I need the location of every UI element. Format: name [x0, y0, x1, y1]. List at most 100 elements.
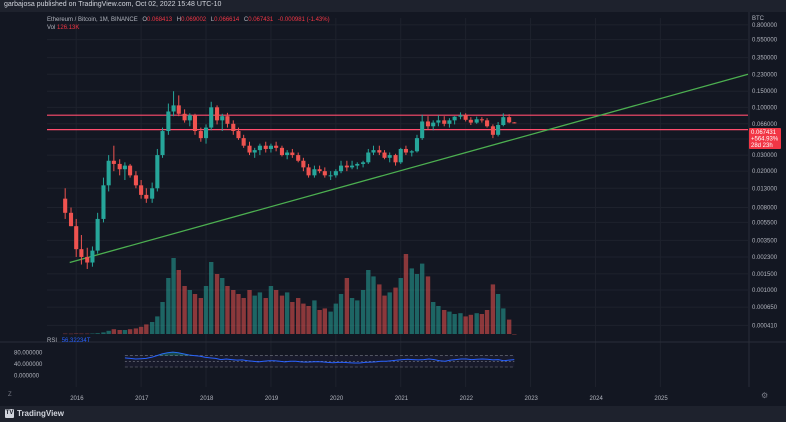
volume-bar	[127, 329, 133, 334]
candle-body	[150, 188, 155, 199]
candle-body	[117, 163, 122, 170]
time-tick-label: 2019	[265, 396, 279, 402]
high-value: 0.069002	[181, 17, 207, 23]
last-price-badge: 0.067431 +564.93% 28d 23h	[749, 128, 781, 149]
currency-label: BTC	[752, 16, 765, 22]
volume-bar	[436, 306, 441, 334]
candle-body	[338, 165, 344, 172]
candle-body	[479, 119, 484, 121]
volume-bar	[62, 333, 68, 335]
candle-body	[220, 116, 225, 121]
volume-bar	[144, 324, 149, 334]
volume-bar	[252, 295, 257, 334]
volume-bar	[431, 302, 436, 334]
candle-body	[257, 145, 262, 151]
candle-body	[198, 131, 203, 139]
candle-body	[442, 120, 447, 124]
candle-body	[501, 117, 506, 126]
time-axis[interactable]: 2016 2017 2018 2019 2020 2021 2022 2023 2024 2025	[70, 396, 668, 402]
volume-bar	[393, 287, 398, 334]
candle-body	[192, 115, 198, 132]
candle-body	[382, 152, 387, 158]
volume-bar	[182, 286, 187, 334]
candle-body	[420, 121, 425, 139]
volume-bar	[338, 294, 344, 334]
candle-body	[344, 165, 349, 168]
volume-bar	[111, 329, 117, 334]
time-tick-label: 2017	[135, 396, 149, 402]
candle-body	[350, 165, 355, 168]
volume-bar	[95, 333, 100, 334]
volume-bar	[236, 294, 241, 334]
low-label: L	[210, 17, 215, 23]
volume-bar	[398, 278, 403, 334]
candle-body	[187, 115, 192, 121]
volume-bar	[322, 308, 327, 334]
volume-bar	[166, 278, 171, 334]
candle-body	[496, 125, 501, 135]
price-tick-label: 0.066000	[752, 122, 778, 128]
volume-bar	[458, 313, 463, 334]
low-value: 0.066614	[214, 17, 240, 23]
zoom-button[interactable]: Z	[8, 392, 12, 398]
tradingview-logo[interactable]: TV TradingView	[5, 409, 64, 419]
candle-body	[182, 113, 187, 121]
price-tick-label: 0.000650	[752, 305, 778, 311]
volume-bar	[187, 290, 192, 334]
volume-label: Vol	[47, 25, 56, 31]
volume-bar	[85, 333, 90, 335]
volume-bar	[447, 311, 452, 334]
volume-bar	[468, 314, 474, 334]
price-chart[interactable]: 0.800000 0.550000 0.350000 0.230000 0.150000…	[0, 12, 786, 406]
candle-body	[328, 175, 333, 177]
candle-body	[490, 126, 495, 135]
price-tick-label: 0.020000	[752, 169, 778, 175]
candle-body	[312, 169, 317, 176]
volume-bar	[133, 328, 139, 334]
volume-bar	[387, 292, 392, 334]
volume-bar	[355, 300, 360, 334]
candle-body	[106, 160, 111, 186]
price-axis[interactable]: 0.800000 0.550000 0.350000 0.230000 0.150000…	[748, 12, 778, 387]
candle-body	[279, 147, 285, 156]
candle-body	[333, 171, 338, 176]
horizontal-levels[interactable]	[47, 114, 748, 131]
volume-bar	[160, 302, 165, 334]
candle-body	[133, 175, 138, 186]
open-value: 0.068413	[147, 17, 173, 23]
volume-bar	[512, 334, 517, 335]
candles	[63, 91, 517, 269]
rsi-overbought-fill	[156, 352, 195, 356]
settings-gear-icon[interactable]: ⚙	[761, 391, 768, 400]
candle-body	[122, 165, 127, 170]
candle-body	[263, 145, 268, 149]
candle-body	[414, 138, 420, 152]
candle-body	[63, 198, 68, 213]
volume-bar	[296, 298, 301, 334]
candle-body	[160, 131, 165, 156]
price-tick-label: 0.001500	[752, 272, 778, 278]
candle-body	[85, 256, 90, 263]
candle-body	[285, 152, 290, 156]
volume-bar	[333, 303, 339, 334]
time-tick-label: 2024	[589, 396, 603, 402]
publisher-text: garbajosa published on TradingView.com, …	[4, 1, 222, 8]
volume-bar	[377, 284, 382, 334]
volume-bar	[312, 300, 317, 334]
candle-body	[95, 218, 100, 251]
volume-bar	[263, 298, 268, 334]
time-tick-label: 2022	[460, 396, 474, 402]
trendline[interactable]	[69, 73, 749, 264]
volume-bar	[366, 270, 371, 334]
candle-body	[512, 122, 517, 124]
candle-body	[371, 150, 376, 153]
volume-bar	[463, 316, 468, 334]
volume-bar	[484, 310, 490, 334]
price-tick-label: 0.230000	[752, 72, 778, 78]
candle-body	[507, 117, 512, 123]
price-tick-label: 0.001000	[752, 288, 778, 294]
volume-bar	[214, 274, 220, 334]
rsi-legend: RSI 56.32234T	[47, 338, 90, 344]
volume-bar	[306, 306, 311, 334]
candle-body	[166, 111, 171, 132]
